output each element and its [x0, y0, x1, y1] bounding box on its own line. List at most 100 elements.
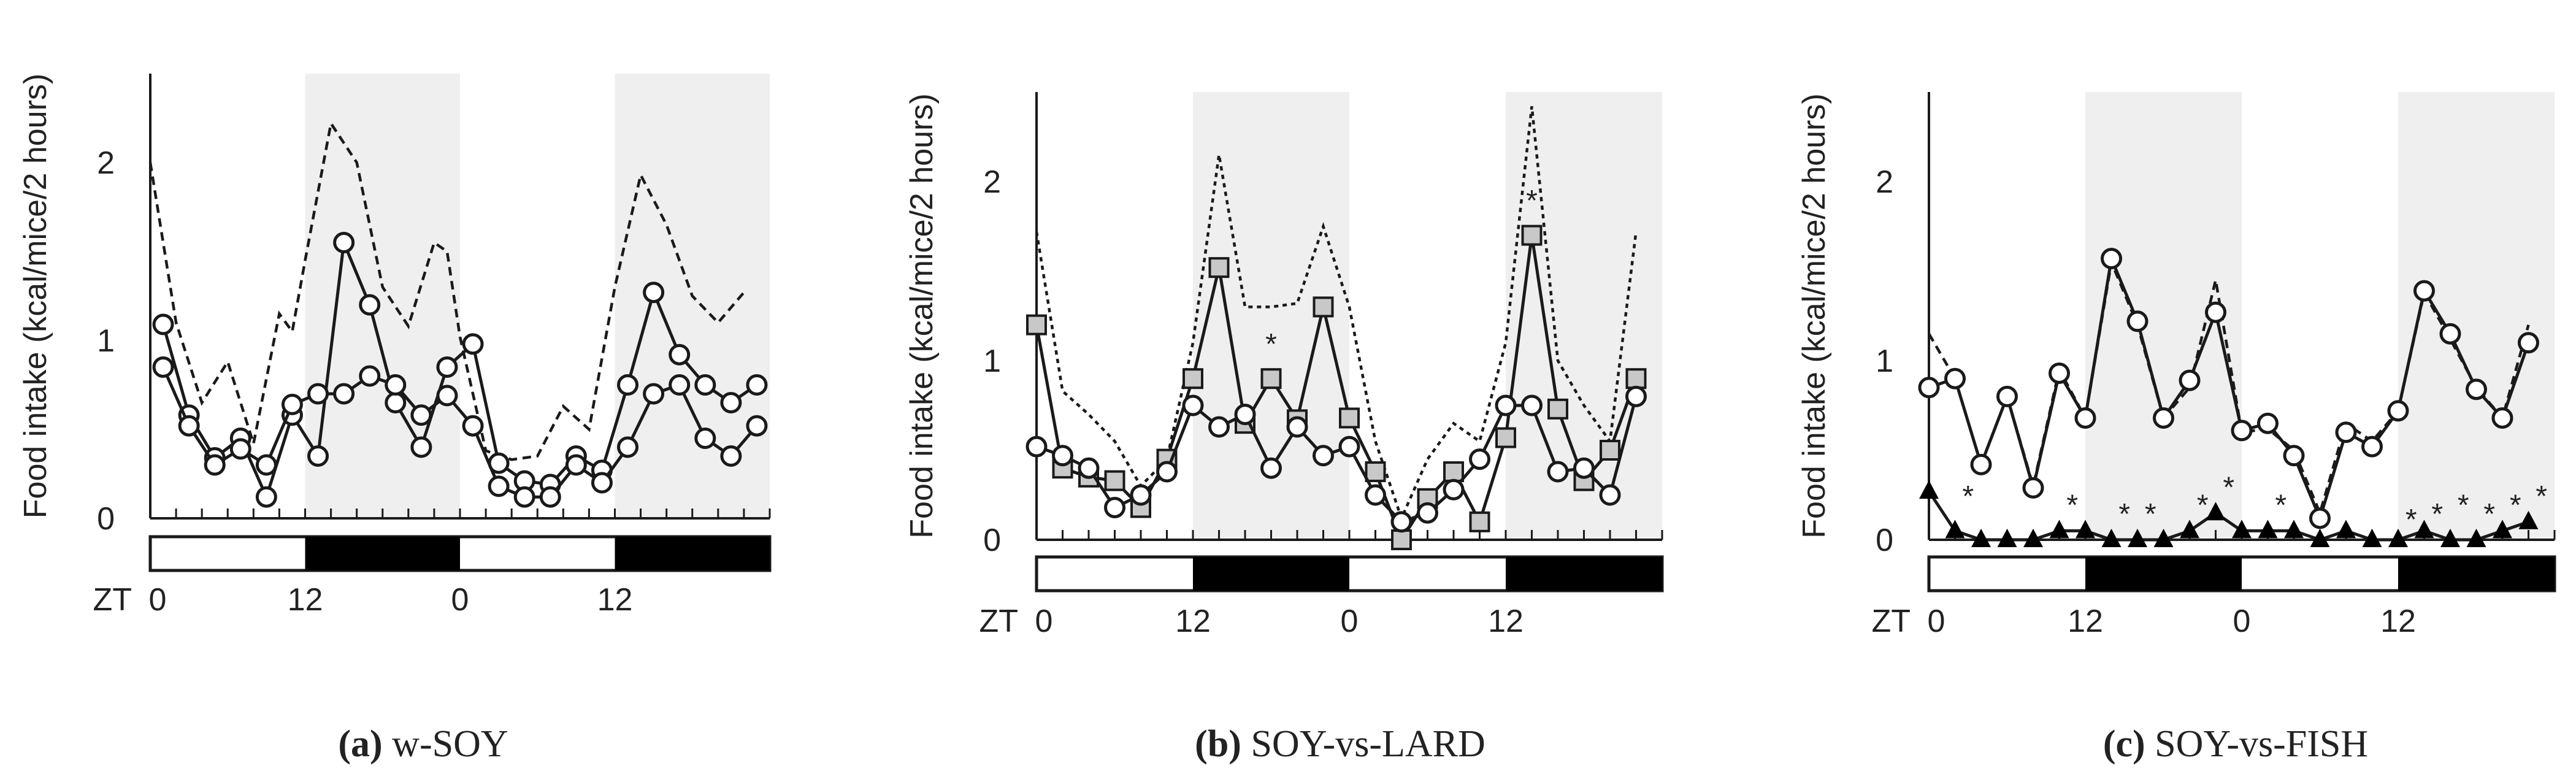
- data-point-circle: [2231, 420, 2253, 442]
- data-point-square: [1365, 461, 1386, 483]
- zt-label: ZT: [1871, 604, 1911, 639]
- data-point-circle: [2153, 407, 2174, 429]
- data-point-circle: [1130, 484, 1152, 506]
- data-point-triangle: [2440, 529, 2460, 547]
- x-tick-label: 12: [1175, 604, 1211, 639]
- dark-period-shade: [2398, 92, 2555, 540]
- data-point-circle: [1443, 478, 1465, 501]
- x-tick-label: 0: [1341, 604, 1359, 639]
- data-point-circle: [1104, 496, 1125, 518]
- data-point-circle: [2518, 332, 2539, 354]
- data-point-circle: [2049, 362, 2070, 384]
- data-point-triangle: [1997, 529, 2017, 547]
- data-point-circle: [2491, 407, 2513, 429]
- x-tick-label: 0: [1928, 604, 1945, 639]
- y-axis-label: Food intake (kcal/mice/2 hours): [1796, 93, 1832, 538]
- caption-text: w-SOY: [392, 723, 508, 765]
- significance-star: *: [2510, 489, 2521, 522]
- data-point-square: [1183, 368, 1203, 390]
- data-point-circle: [2413, 280, 2435, 302]
- data-point-circle: [2387, 400, 2409, 422]
- data-point-triangle: [1945, 520, 1965, 539]
- data-point-circle: [1338, 436, 1360, 458]
- data-point-circle: [2022, 477, 2044, 499]
- dark-period-bar: [1506, 557, 1662, 591]
- data-point-circle: [1417, 502, 1438, 524]
- data-point-circle: [720, 445, 742, 467]
- data-point-triangle: [2466, 529, 2486, 547]
- data-point-triangle: [2101, 529, 2122, 547]
- x-tick-label: 0: [2233, 604, 2251, 639]
- data-point-circle: [255, 486, 277, 508]
- x-tick-label: 0: [149, 582, 167, 618]
- data-point-square: [1260, 368, 1282, 390]
- significance-star: *: [2197, 489, 2209, 522]
- y-tick-label: 0: [1876, 523, 1893, 558]
- y-tick-label: 2: [983, 164, 1001, 200]
- data-point-circle: [307, 445, 329, 467]
- data-point-circle: [307, 383, 329, 405]
- data-point-circle: [746, 415, 768, 437]
- panel-caption: (a) w-SOY: [338, 723, 508, 765]
- dark-period-bar: [2398, 557, 2555, 591]
- data-point-circle: [1521, 394, 1543, 416]
- data-point-triangle: [2414, 520, 2434, 539]
- x-tick-label: 12: [597, 582, 633, 618]
- data-point-triangle: [2388, 529, 2408, 547]
- data-point-circle: [255, 454, 277, 476]
- data-point-circle: [1234, 404, 1256, 426]
- data-point-square: [1313, 296, 1334, 318]
- dark-period-bar: [615, 537, 770, 570]
- significance-star: *: [2145, 498, 2156, 531]
- data-point-square: [1469, 511, 1490, 532]
- data-point-circle: [333, 383, 355, 405]
- data-point-circle: [2466, 378, 2487, 401]
- data-point-circle: [643, 383, 665, 405]
- series-line-upper-dashed: [148, 120, 745, 461]
- data-point-circle: [617, 436, 639, 458]
- significance-star: *: [1265, 328, 1277, 361]
- data-point-triangle: [2128, 529, 2147, 547]
- data-point-circle: [643, 282, 665, 304]
- y-tick-label: 1: [983, 343, 1001, 379]
- data-point-circle: [694, 374, 716, 396]
- data-point-circle: [2361, 436, 2383, 458]
- data-point-triangle: [2258, 520, 2278, 539]
- significance-star: *: [2405, 504, 2417, 536]
- data-point-circle: [2283, 445, 2305, 467]
- caption-space: [2145, 723, 2155, 765]
- significance-star: *: [2536, 480, 2547, 513]
- data-point-circle: [1625, 385, 1647, 407]
- data-point-circle: [694, 428, 716, 449]
- data-point-square: [1208, 257, 1230, 278]
- data-point-square: [1391, 529, 1412, 550]
- data-point-circle: [746, 374, 768, 396]
- data-point-circle: [591, 472, 613, 494]
- data-point-square: [1625, 368, 1647, 390]
- x-tick-label: 12: [288, 582, 323, 618]
- data-point-circle: [1599, 484, 1621, 506]
- y-tick-label: 1: [1876, 343, 1893, 379]
- data-point-square: [1521, 224, 1543, 246]
- data-point-circle: [2101, 248, 2122, 270]
- y-tick-label: 1: [97, 323, 115, 359]
- data-point-triangle: [2362, 529, 2382, 547]
- caption-space: [383, 723, 393, 765]
- data-point-circle: [1156, 461, 1178, 483]
- data-point-circle: [2126, 310, 2149, 332]
- data-point-circle: [152, 356, 174, 378]
- data-point-circle: [1286, 416, 1308, 438]
- data-point-triangle: [2493, 520, 2512, 539]
- data-point-triangle: [2284, 520, 2304, 539]
- significance-star: *: [1962, 480, 1974, 513]
- y-axis-label: Food intake (kcal/mice/2 hours): [904, 93, 940, 538]
- data-point-circle: [1365, 484, 1386, 506]
- significance-star: *: [2458, 489, 2469, 522]
- caption-space: [1241, 723, 1251, 765]
- data-point-circle: [462, 333, 484, 355]
- data-point-triangle: [2180, 520, 2199, 539]
- x-tick-label: 0: [1035, 604, 1053, 639]
- zt-label: ZT: [979, 604, 1018, 639]
- data-point-circle: [152, 313, 174, 336]
